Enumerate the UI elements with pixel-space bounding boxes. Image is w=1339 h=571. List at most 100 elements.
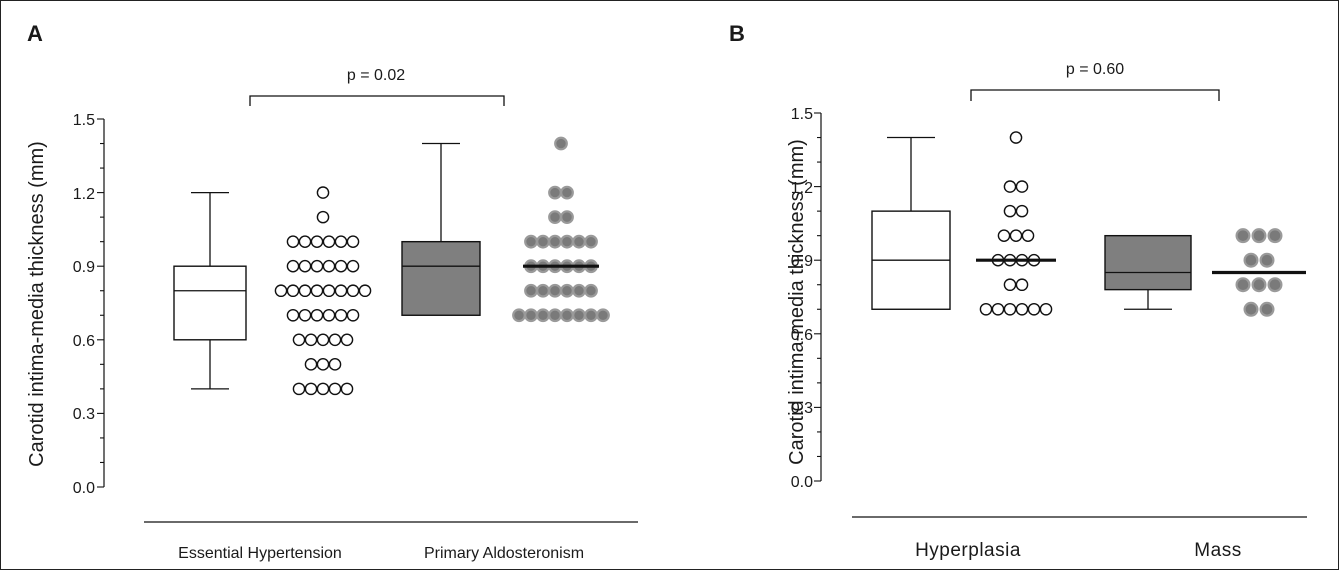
panel-a-category-label-0: Essential Hypertension (178, 545, 342, 562)
panel-a-group-0-data-point (304, 382, 318, 396)
panel-a-group-0-data-point (298, 308, 312, 322)
panel-a-group-0-data-point (274, 284, 288, 298)
panel-b-group-0-data-point (1015, 302, 1029, 316)
panel-a-group-1-box (401, 240, 481, 316)
panel-a-group-1-data-point (548, 234, 562, 249)
panel-a-group-0-data-point (292, 382, 306, 396)
panel-b-category-label-1: Mass (1194, 540, 1241, 561)
panel-a-group-1-data-point (560, 283, 574, 298)
panel-a-group-0-data-point (286, 259, 300, 273)
panel-a-group-1-data-point (584, 234, 598, 249)
panel-a-group-0-data-point (328, 333, 342, 347)
panel-a-group-0-data-point (298, 235, 312, 248)
panel-a-tick-label-5: 1.5 (73, 112, 95, 129)
panel-b-group-0-data-point (1015, 180, 1029, 193)
panel-a-group-0-data-point (346, 284, 360, 298)
panel-b-group-0-data-point (1021, 229, 1035, 242)
panel-a-group-0-data-point (310, 284, 324, 298)
panel-a-group-0-box (173, 265, 247, 341)
panel-a-group-1-data-point (524, 234, 538, 249)
panel-b-y-ticks (814, 112, 821, 482)
panel-b-group-0-data-point (1027, 302, 1041, 316)
panel-b: B Carotid intima-media thickness (mm) 0.… (729, 21, 1307, 561)
panel-a-group-1-data-point (596, 308, 610, 323)
panel-a-group-0-data-point (310, 308, 324, 322)
panel-b-group-1-box (1104, 234, 1192, 291)
panel-a-group-1-data-point (572, 308, 586, 323)
panel-a-group-1-data-point (560, 185, 574, 200)
panel-b-group-0-data-point (997, 229, 1011, 242)
panel-b-group-1-data-point (1251, 228, 1267, 244)
panel-b-marks (871, 131, 1306, 317)
panel-a-group-1-data-point (524, 308, 538, 323)
panel-b-group-0-data-point (991, 302, 1005, 316)
panel-b-tick-label-2: 0.6 (791, 327, 813, 344)
panel-a-group-0-data-point (286, 284, 300, 298)
panel-a-group-0-data-point (322, 284, 336, 298)
panel-a-group-0-data-point (346, 308, 360, 322)
panel-b-p-value: p = 0.60 (1066, 61, 1124, 78)
panel-a-group-0-data-point (322, 308, 336, 322)
panel-a-group-1-data-point (584, 283, 598, 298)
panel-b-significance-bracket (970, 89, 1220, 101)
panel-a-group-1-data-point (524, 283, 538, 298)
panel-a-group-0-data-point (334, 235, 348, 248)
panel-a-group-0-data-point (328, 382, 342, 396)
panel-b-group-0-data-point (1009, 131, 1023, 144)
panel-a-group-1-data-point (536, 234, 550, 249)
panel-b-group-0-data-point (1039, 302, 1053, 316)
panel-b-group-1-data-point (1251, 277, 1267, 293)
panel-b-group-0-data-point (979, 302, 993, 316)
panel-a-group-1-data-point (572, 234, 586, 249)
panel-a-tick-label-4: 1.2 (73, 186, 95, 203)
panel-a-tick-label-1: 0.3 (73, 406, 95, 423)
panel-a-category-label-1: Primary Aldosteronism (424, 545, 584, 562)
panel-a-group-1-data-point (560, 234, 574, 249)
panel-a-group-1-data-point (554, 136, 568, 151)
panel-a-group-0-data-point (304, 358, 318, 371)
panel-a-group-1-data-point (536, 283, 550, 298)
panel-b-category-label-0: Hyperplasia (915, 540, 1021, 561)
panel-b-group-0-data-point (1003, 180, 1017, 193)
panel-a-group-1-data-point (548, 185, 562, 200)
panel-b-group-1-data-point (1235, 228, 1251, 244)
panel-b-letter: B (729, 21, 745, 46)
panel-a-group-0-data-point (316, 358, 330, 371)
panel-a-group-0-data-point (316, 186, 330, 199)
panel-b-y-axis-title: Carotid intima-media thickness (mm) (786, 139, 808, 465)
panel-b-group-0-data-point (1015, 278, 1029, 292)
panel-a-group-0-data-point (322, 259, 336, 273)
panel-a-tick-label-3: 0.9 (73, 259, 95, 276)
panel-a-tick-label-2: 0.6 (73, 333, 95, 350)
panel-a-group-1-data-point (584, 308, 598, 323)
panel-b-group-0-data-point (1015, 204, 1029, 218)
panel-a-group-1-data-point (548, 210, 562, 225)
panel-a-group-0-data-point (316, 210, 330, 224)
panel-a-y-ticks (97, 118, 104, 488)
panel-a-group-0-data-point (292, 333, 306, 347)
panel-a-group-0-data-point (310, 235, 324, 248)
panel-a-group-0-data-point (358, 284, 372, 298)
panel-a-group-0-data-point (286, 308, 300, 322)
panel-a-group-0-data-point (286, 235, 300, 248)
panel-a-group-0-data-point (340, 333, 354, 347)
panel-b-tick-label-3: 0.9 (791, 253, 813, 270)
panel-b-tick-label-4: 1.2 (791, 180, 813, 197)
panel-a-y-axis-title: Carotid intima-media thickness (mm) (26, 141, 48, 467)
panel-b-group-0-data-point (1003, 204, 1017, 218)
panel-a-group-1-data-point (560, 210, 574, 225)
panel-b-y-tick-labels: 0.0 0.3 0.6 0.9 1.2 1.5 (791, 106, 813, 491)
panel-a-group-0-data-point (316, 333, 330, 347)
panel-a-group-0-data-point (346, 259, 360, 273)
panel-a-group-0-data-point (328, 358, 342, 371)
panel-a-group-0-data-point (334, 284, 348, 298)
panel-a-group-1-data-point (512, 308, 526, 323)
panel-a-group-1-data-point (548, 283, 562, 298)
panel-a-group-1-data-point (536, 308, 550, 323)
panel-a: A Carotid intima-media thickness (mm) 0.… (26, 21, 638, 562)
panel-b-group-0-data-point (1009, 229, 1023, 242)
panel-b-group-1-data-point (1259, 301, 1275, 317)
panel-a-group-0-data-point (298, 259, 312, 273)
panel-b-group-0-data-point (1003, 278, 1017, 292)
